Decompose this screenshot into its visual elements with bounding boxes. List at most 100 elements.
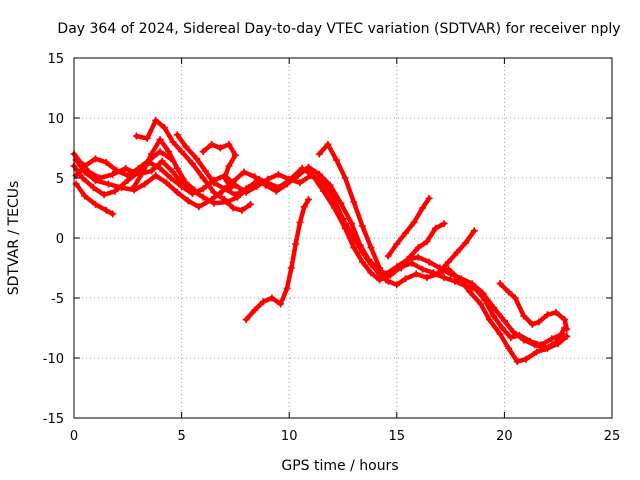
data-point-marker <box>305 163 313 171</box>
data-point-marker <box>509 328 517 336</box>
data-point-marker <box>210 188 218 196</box>
data-point-marker <box>451 277 459 285</box>
data-point-marker <box>225 162 233 170</box>
data-point-marker <box>216 144 224 152</box>
x-axis-title: GPS time / hours <box>281 458 398 474</box>
data-point-marker <box>296 179 304 187</box>
series-track-12 <box>385 196 432 259</box>
data-point-marker <box>104 180 112 188</box>
data-point-marker <box>199 193 207 201</box>
data-point-marker <box>384 252 392 260</box>
data-point-marker <box>563 325 571 333</box>
data-point-marker <box>283 284 291 292</box>
data-point-marker <box>182 179 190 187</box>
data-point-marker <box>440 220 448 228</box>
data-point-marker <box>102 158 110 166</box>
data-point-marker <box>513 358 521 366</box>
data-point-marker <box>201 167 209 175</box>
data-point-marker <box>528 320 536 328</box>
data-point-marker <box>163 179 171 187</box>
data-point-marker <box>470 227 478 235</box>
data-point-marker <box>158 157 166 165</box>
x-tick-label: 25 <box>604 429 621 444</box>
tick-layer: 0 5 10 15 20 25 -15 -10 -5 0 5 10 15 <box>43 52 621 444</box>
data-point-marker <box>296 218 304 226</box>
series-track-15 <box>497 281 570 332</box>
data-point-marker <box>419 204 427 212</box>
data-point-marker <box>124 172 132 180</box>
data-point-marker <box>283 180 291 188</box>
data-point-marker <box>188 190 196 198</box>
data-point-marker <box>210 199 218 207</box>
data-point-marker <box>548 335 556 343</box>
data-point-marker <box>178 182 186 190</box>
data-point-marker <box>178 148 186 156</box>
data-point-marker <box>264 175 272 183</box>
data-point-marker <box>317 176 325 184</box>
data-point-marker <box>156 148 164 156</box>
data-point-marker <box>274 170 282 178</box>
data-point-marker <box>367 260 375 268</box>
series-layer <box>70 116 571 366</box>
data-point-marker <box>436 268 444 276</box>
data-point-marker <box>199 185 207 193</box>
data-point-marker <box>111 187 119 195</box>
data-point-marker <box>554 340 562 348</box>
data-point-marker <box>81 192 89 200</box>
data-point-marker <box>113 167 121 175</box>
data-point-marker <box>358 222 366 230</box>
data-point-marker <box>328 192 336 200</box>
data-point-marker <box>520 336 528 344</box>
data-point-marker <box>152 116 160 124</box>
data-point-marker <box>231 151 239 159</box>
data-point-marker <box>350 244 358 252</box>
data-point-marker <box>563 332 571 340</box>
data-point-marker <box>468 280 476 288</box>
data-point-marker <box>367 244 375 252</box>
data-point-marker <box>92 155 100 163</box>
data-point-marker <box>173 188 181 196</box>
data-point-marker <box>423 274 431 282</box>
data-point-marker <box>533 348 541 356</box>
data-point-marker <box>193 155 201 163</box>
x-tick-label: 0 <box>70 429 78 444</box>
x-tick-label: 10 <box>281 429 298 444</box>
data-point-marker <box>191 186 199 194</box>
data-point-marker <box>453 248 461 256</box>
data-point-marker <box>285 175 293 183</box>
data-point-marker <box>320 187 328 195</box>
data-point-marker <box>466 288 474 296</box>
data-point-marker <box>358 258 366 266</box>
data-point-marker <box>561 316 569 324</box>
data-point-marker <box>225 140 233 148</box>
data-point-marker <box>414 253 422 261</box>
data-point-marker <box>238 206 246 214</box>
data-point-marker <box>130 182 138 190</box>
data-point-marker <box>505 288 513 296</box>
data-point-marker <box>440 274 448 282</box>
data-point-marker <box>414 244 422 252</box>
data-point-marker <box>79 174 87 182</box>
x-tick-label: 15 <box>389 429 406 444</box>
data-point-marker <box>498 324 506 332</box>
data-point-marker <box>231 191 239 199</box>
data-point-marker <box>511 294 519 302</box>
data-point-marker <box>92 176 100 184</box>
data-point-marker <box>337 199 345 207</box>
data-point-marker <box>229 204 237 212</box>
y-tick-label: 0 <box>56 232 64 247</box>
data-point-marker <box>401 275 409 283</box>
data-point-marker <box>393 281 401 289</box>
data-point-marker <box>393 240 401 248</box>
y-tick-label: -15 <box>43 412 64 427</box>
data-point-marker <box>165 148 173 156</box>
data-point-marker <box>425 258 433 266</box>
y-tick-label: 15 <box>47 52 64 67</box>
x-tick-label: 5 <box>177 429 185 444</box>
data-point-marker <box>167 174 175 182</box>
data-point-marker <box>490 312 498 320</box>
data-point-marker <box>231 181 239 189</box>
data-point-marker <box>81 162 89 170</box>
data-point-marker <box>251 306 259 314</box>
data-point-marker <box>479 289 487 297</box>
